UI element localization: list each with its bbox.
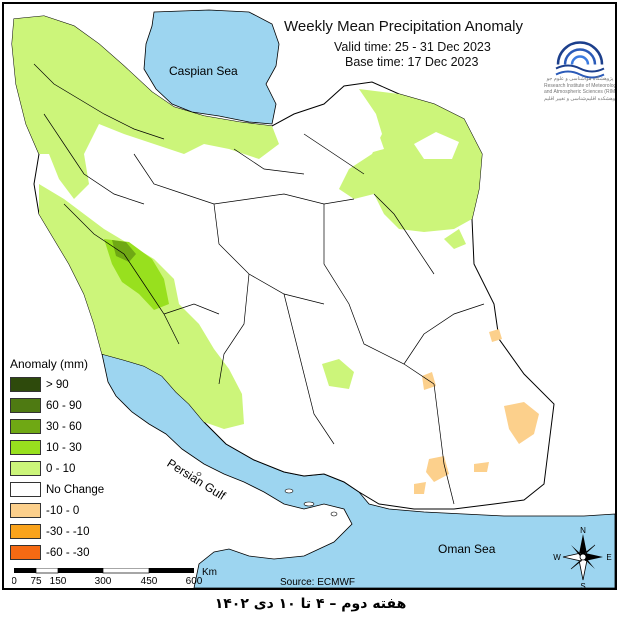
legend-swatch	[10, 503, 41, 518]
scale-tick: 300	[95, 576, 112, 587]
logo-text-1: پژوهشگاه هواشناسی و علوم جو	[546, 76, 614, 82]
scale-bar: 0 75 150 300 450 600 Km	[12, 568, 217, 587]
scale-tick: 75	[30, 576, 42, 587]
caspian-sea	[143, 9, 280, 125]
scale-unit: Km	[202, 568, 217, 578]
legend-label: -60 - -30	[46, 546, 90, 559]
legend-label: 60 - 90	[46, 399, 82, 412]
compass-e: E	[606, 553, 611, 562]
logo-text-3: and Atmospheric Sciences (RIMAS)	[544, 89, 616, 95]
legend-label: No Change	[46, 483, 105, 496]
oman-sea-label: Oman Sea	[438, 542, 496, 556]
compass-w: W	[553, 553, 561, 562]
legend: Anomaly (mm) > 90 60 - 90 30 - 60 10 - 3…	[10, 357, 115, 563]
legend-item: -10 - 0	[10, 500, 115, 521]
map-title: Weekly Mean Precipitation Anomaly	[284, 18, 524, 35]
legend-item: 60 - 90	[10, 395, 115, 416]
logo-text-2: Research Institute of Meteorology	[544, 83, 616, 89]
compass-n: N	[580, 526, 586, 535]
legend-item: 10 - 30	[10, 437, 115, 458]
legend-label: > 90	[46, 378, 69, 391]
legend-swatch	[10, 524, 41, 539]
legend-swatch	[10, 419, 41, 434]
persian-caption: هفته دوم – ۴ تا ۱۰ دی ۱۴۰۲	[214, 596, 407, 612]
province-borders	[33, 63, 485, 505]
legend-item: 0 - 10	[10, 458, 115, 479]
legend-title: Anomaly (mm)	[10, 357, 89, 371]
legend-swatch	[10, 461, 41, 476]
logo-text-4: پژوهشکده اقلیم‌شناسی و تغییر اقلیم	[544, 96, 616, 102]
legend-label: -10 - 0	[46, 504, 80, 517]
anomaly-light-orange	[414, 329, 539, 494]
no-change-patches	[94, 126, 459, 159]
rimas-logo-icon	[554, 41, 606, 95]
legend-item: 30 - 60	[10, 416, 115, 437]
legend-item: > 90	[10, 374, 115, 395]
iran-map	[11, 9, 615, 588]
legend-swatch	[10, 545, 41, 560]
anomaly-dark-green	[112, 240, 136, 262]
gulf-islands	[196, 472, 338, 517]
scale-tick: 150	[50, 576, 67, 587]
legend-swatch	[10, 377, 41, 392]
base-time: Base time: 17 Dec 2023	[345, 55, 479, 69]
scale-tick: 600	[186, 576, 203, 587]
legend-label: 30 - 60	[46, 420, 82, 433]
map-frame: Weekly Mean Precipitation Anomaly Valid …	[2, 2, 617, 590]
scale-tick: 0	[12, 576, 17, 587]
legend-swatch	[10, 482, 41, 497]
north-arrow-icon: N S W E	[553, 526, 611, 590]
source-label: Source: ECMWF	[280, 577, 356, 588]
legend-swatch	[10, 440, 41, 455]
scale-tick: 450	[141, 576, 158, 587]
caspian-sea-label: Caspian Sea	[169, 64, 238, 78]
legend-item: -30 - -10	[10, 521, 115, 542]
anomaly-light-green	[12, 16, 482, 429]
compass-s: S	[580, 582, 585, 590]
legend-swatch	[10, 398, 41, 413]
legend-label: -30 - -10	[46, 525, 90, 538]
legend-item: -60 - -30	[10, 542, 115, 563]
valid-time: Valid time: 25 - 31 Dec 2023	[334, 40, 491, 54]
legend-label: 0 - 10	[46, 462, 76, 475]
legend-item: No Change	[10, 479, 115, 500]
legend-label: 10 - 30	[46, 441, 82, 454]
